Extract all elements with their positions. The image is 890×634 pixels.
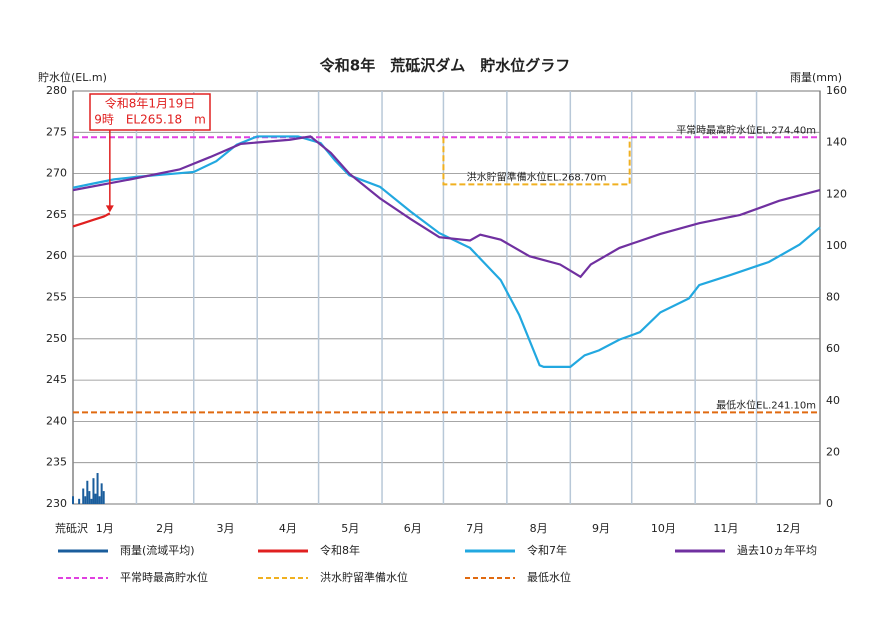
legend-label: 平常時最高貯水位: [120, 570, 208, 584]
rain-bar: [78, 498, 81, 504]
rain-bar: [90, 498, 93, 504]
reference-label: 平常時最高貯水位EL.274.40m: [676, 123, 816, 136]
y2-tick-label: 20: [826, 445, 840, 458]
y2-tick-label: 60: [826, 342, 840, 355]
y-tick-label: 275: [46, 125, 67, 138]
y-tick-label: 280: [46, 84, 67, 97]
y-tick-label: 250: [46, 332, 67, 345]
reference-label: 洪水貯留準備水位EL.268.70m: [467, 170, 607, 183]
x-tick-label: 12月: [776, 522, 801, 535]
y2-tick-label: 0: [826, 497, 833, 510]
y2-tick-label: 160: [826, 84, 847, 97]
y-tick-label: 260: [46, 249, 67, 262]
legend-label: 過去10ヵ年平均: [737, 543, 817, 557]
x-tick-label: 11月: [713, 522, 738, 535]
chart-title: 令和8年 荒砥沢ダム 貯水位グラフ: [320, 57, 570, 75]
y-tick-label: 255: [46, 291, 67, 304]
rain-bar: [92, 478, 95, 504]
x-tick-label: 8月: [530, 522, 548, 535]
line-series: [72, 135, 821, 279]
rain-bar: [98, 496, 101, 504]
rain-bar: [88, 491, 91, 504]
y2-tick-label: 140: [826, 136, 847, 149]
x-tick-label: 9月: [592, 522, 610, 535]
y-tick-label: 265: [46, 208, 67, 221]
rain-bar: [72, 496, 74, 504]
y-tick-label: 245: [46, 373, 67, 386]
y-tick-label: 230: [46, 497, 67, 510]
y2-tick-label: 80: [826, 291, 840, 304]
annotation-arrowhead: [105, 205, 114, 213]
y2-tick-label: 100: [826, 239, 847, 252]
rain-bar: [96, 473, 99, 504]
x-tick-label: 5月: [341, 522, 359, 535]
reference-label: 最低水位EL.241.10m: [716, 398, 816, 411]
line-series: [72, 212, 111, 228]
x-tick-label: 6月: [404, 522, 422, 535]
legend-label: 雨量(流域平均): [120, 543, 195, 557]
rain-bar: [86, 480, 89, 504]
rain-bar: [84, 496, 87, 504]
x-tick-label: 1月: [96, 522, 114, 535]
legend-label: 最低水位: [527, 570, 571, 584]
rain-bar: [94, 493, 97, 504]
x-tick-label: 3月: [216, 522, 234, 535]
annotation-text: 9時 EL265.18 m: [94, 113, 206, 127]
x-tick-label: 4月: [279, 522, 297, 535]
rain-bar: [82, 488, 85, 504]
x-tick-label: 7月: [466, 522, 484, 535]
rain-bar: [102, 491, 105, 504]
legend-label: 洪水貯留準備水位: [320, 570, 408, 584]
legend-label: 令和7年: [527, 543, 567, 557]
y-tick-label: 240: [46, 414, 67, 427]
y2-tick-label: 120: [826, 187, 847, 200]
y-axis-label: 貯水位(EL.m): [38, 70, 107, 84]
y-tick-label: 235: [46, 456, 67, 469]
annotation-box: [89, 93, 211, 131]
x-tick-label: 10月: [651, 522, 676, 535]
rain-bar: [100, 483, 103, 504]
line-series: [72, 135, 821, 368]
legend-label: 令和8年: [320, 543, 360, 557]
y2-axis-label: 雨量(mm): [790, 71, 842, 84]
annotation-text: 令和8年1月19日: [105, 96, 196, 111]
y2-tick-label: 40: [826, 394, 840, 407]
x-tick-label: 2月: [156, 522, 174, 535]
y-tick-label: 270: [46, 167, 67, 180]
reference-line: [442, 137, 631, 186]
x-axis-label: 荒砥沢: [55, 521, 88, 535]
